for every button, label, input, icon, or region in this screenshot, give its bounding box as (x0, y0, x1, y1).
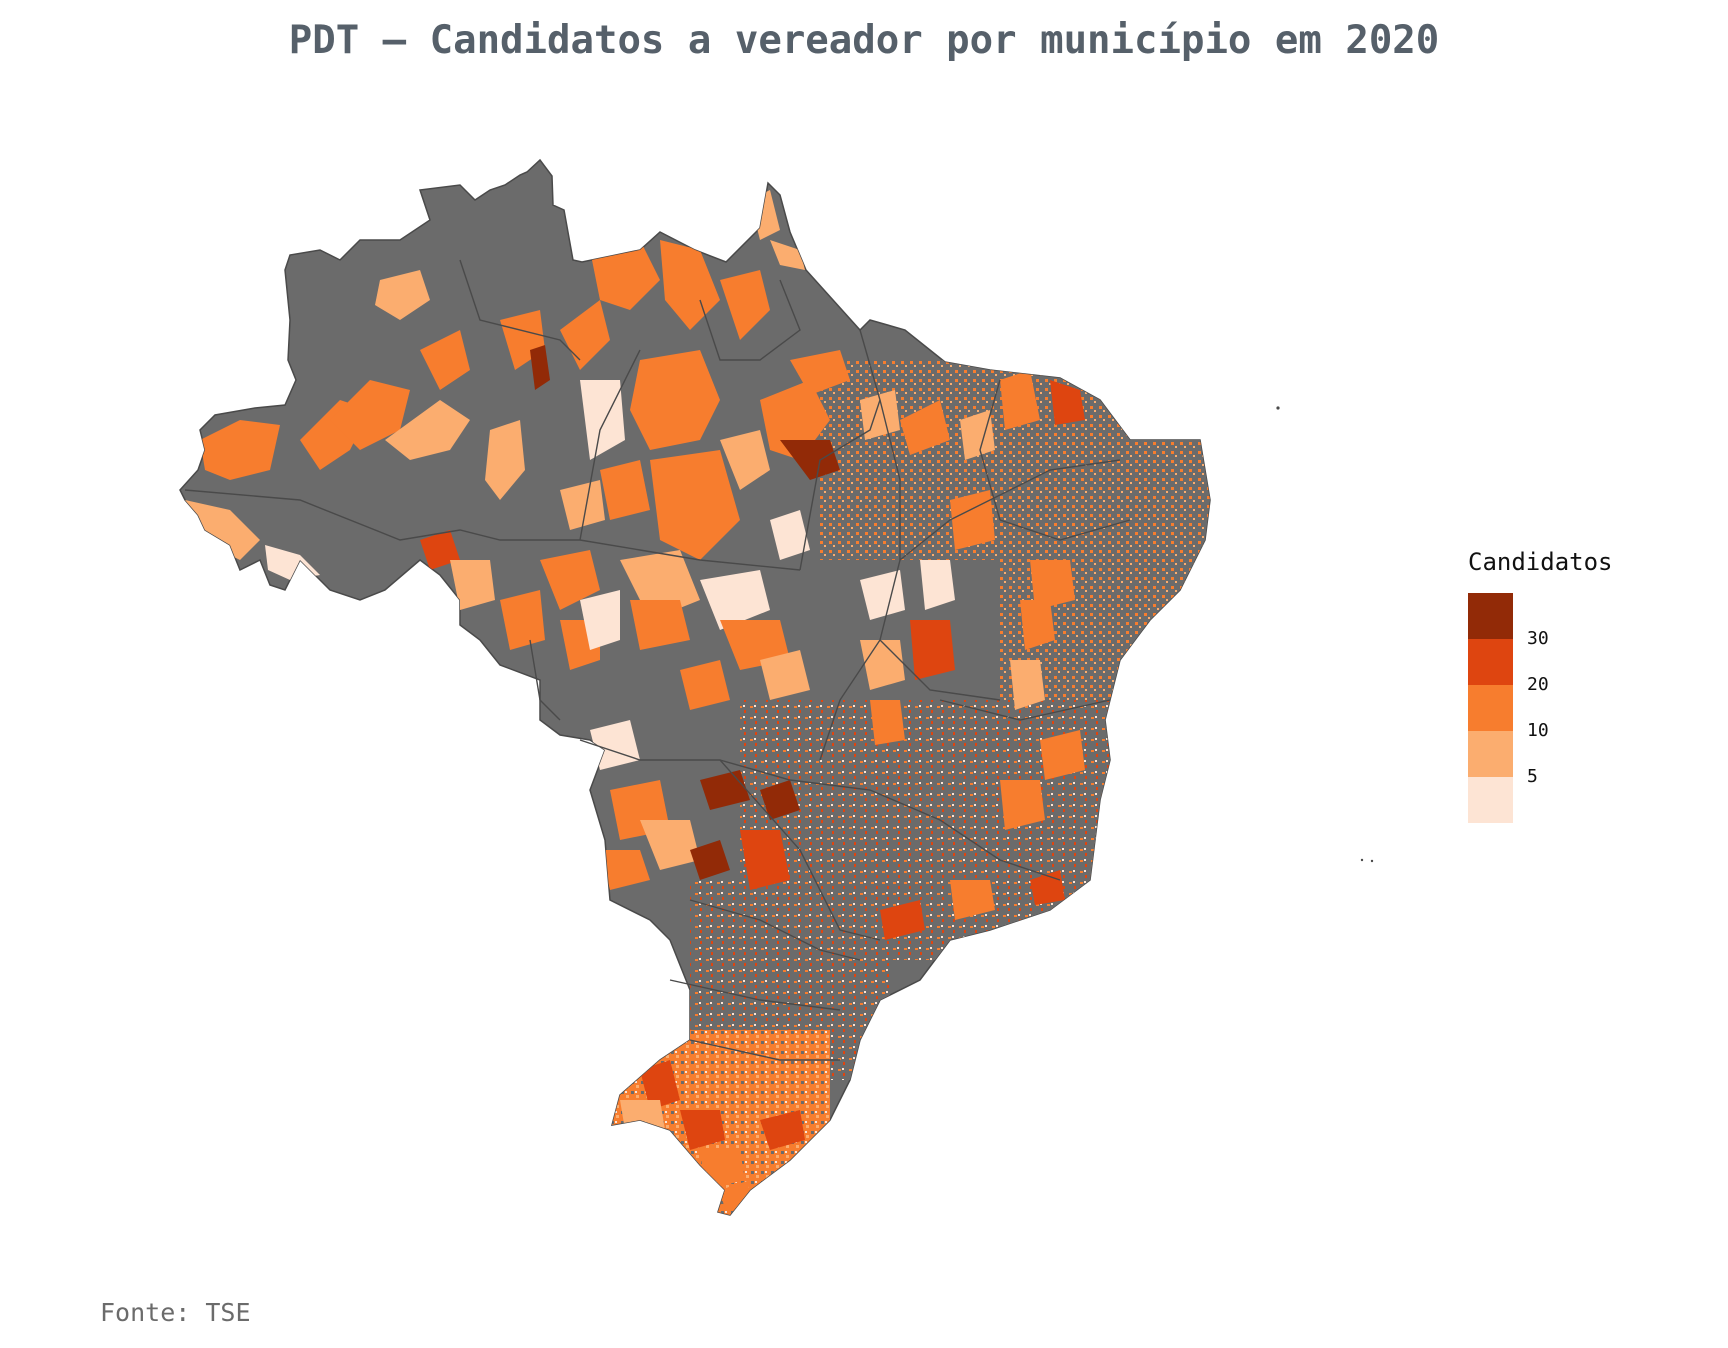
legend-tick-label: 10 (1527, 720, 1549, 741)
island-marker (1370, 859, 1374, 863)
map-title: PDT – Candidatos a vereador por municípi… (288, 18, 1440, 63)
legend-title: Candidatos (1468, 548, 1613, 576)
legend-tick-label: 5 (1527, 766, 1538, 787)
legend-tick-label: 20 (1527, 674, 1549, 695)
legend-swatch (1468, 777, 1513, 823)
legend-swatch (1468, 731, 1513, 777)
source-note: Fonte: TSE (100, 1298, 251, 1327)
legend-tick-label: 30 (1527, 628, 1549, 649)
state-borders (184, 259, 1131, 1061)
legend: Candidatos 30 20 10 5 (1468, 548, 1668, 828)
legend-swatch (1468, 685, 1513, 731)
island-marker (1360, 858, 1364, 862)
island-marker (1276, 406, 1280, 410)
legend-swatch (1468, 593, 1513, 639)
legend-swatch (1468, 639, 1513, 685)
municipality-regions (185, 190, 1210, 1215)
